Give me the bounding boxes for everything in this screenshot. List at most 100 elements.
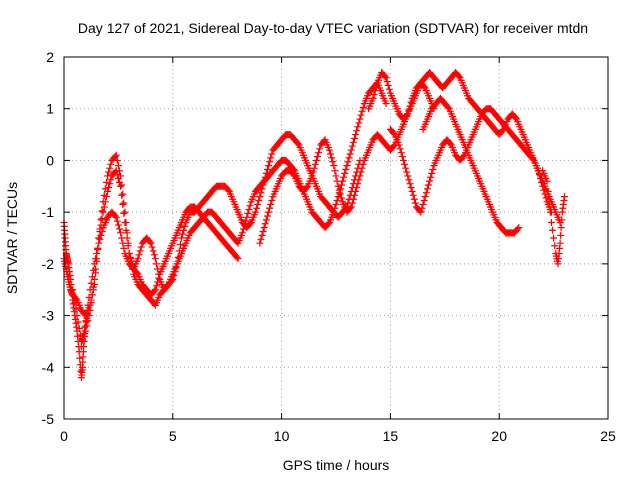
data-point [395, 141, 403, 149]
data-point [411, 199, 419, 207]
data-point [94, 244, 102, 252]
data-point [539, 182, 547, 190]
series-arc-9 [60, 218, 92, 382]
data-point [115, 225, 123, 233]
series-arc-5 [365, 69, 564, 226]
data-point [133, 269, 141, 277]
data-point [535, 171, 543, 179]
data-point [385, 85, 393, 93]
x-tick-label: 15 [383, 428, 399, 444]
data-point [356, 115, 364, 123]
data-point [261, 220, 269, 228]
data-point [98, 207, 106, 215]
series-arc-3 [77, 79, 390, 351]
data-point [551, 242, 559, 250]
data-point [255, 197, 263, 205]
data-point [370, 90, 378, 98]
data-point [265, 162, 273, 170]
data-point [152, 282, 160, 290]
data-point [107, 160, 115, 168]
data-point [330, 208, 338, 216]
data-point [529, 155, 537, 163]
data-point [397, 149, 405, 157]
data-point [341, 169, 349, 177]
data-point [316, 145, 324, 153]
data-point [399, 156, 407, 164]
data-point [98, 228, 106, 236]
data-point [76, 354, 84, 362]
data-point [550, 234, 558, 242]
data-point [421, 193, 429, 201]
data-point [327, 150, 335, 158]
data-point [294, 140, 302, 148]
data-point [355, 119, 363, 127]
data-point [148, 243, 156, 251]
data-point [119, 200, 127, 208]
data-point [234, 255, 242, 263]
data-point [118, 234, 126, 242]
data-point [121, 218, 129, 226]
data-point [328, 154, 336, 162]
data-point [315, 149, 323, 157]
x-tick-label: 0 [60, 428, 68, 444]
data-point [105, 184, 113, 192]
data-point [117, 229, 125, 237]
data-point [372, 83, 380, 91]
data-point [422, 189, 430, 197]
data-point [176, 240, 184, 248]
data-point [359, 103, 367, 111]
series-arc-6 [386, 105, 555, 216]
data-point [120, 199, 128, 207]
data-point [333, 197, 341, 205]
data-point [106, 164, 114, 172]
data-point [113, 217, 121, 225]
data-point [352, 131, 360, 139]
chart-title: Day 127 of 2021, Sidereal Day-to-day VTE… [78, 20, 588, 36]
data-point [335, 186, 343, 194]
data-point [390, 142, 398, 150]
data-point [111, 153, 119, 161]
data-point [418, 204, 426, 212]
data-point [407, 184, 415, 192]
data-point [253, 204, 261, 212]
data-point [242, 217, 250, 225]
data-point [119, 239, 127, 247]
data-point [147, 239, 155, 247]
data-point [424, 181, 432, 189]
data-point [402, 164, 410, 172]
data-point [265, 208, 273, 216]
data-point [105, 168, 113, 176]
data-point [246, 220, 254, 228]
series-arc-8 [539, 167, 568, 268]
data-point [348, 142, 356, 150]
y-tick-label: -4 [42, 359, 55, 375]
data-point [344, 158, 352, 166]
data-point [420, 197, 428, 205]
data-point [383, 78, 391, 86]
data-point [333, 177, 341, 185]
data-point [122, 226, 130, 234]
data-point [114, 221, 122, 229]
data-point [542, 194, 550, 202]
data-point [102, 193, 110, 201]
data-point [543, 177, 551, 185]
data-point [97, 231, 105, 239]
data-point [88, 273, 96, 281]
y-tick-label: 1 [46, 101, 54, 117]
data-point [515, 224, 523, 232]
data-point [179, 230, 187, 238]
data-point [114, 162, 122, 170]
data-point [346, 150, 354, 158]
data-point [324, 220, 332, 228]
data-point [98, 215, 106, 223]
data-point [345, 154, 353, 162]
data-point [111, 212, 119, 220]
data-point [136, 247, 144, 255]
data-point [112, 151, 120, 159]
data-point [238, 229, 246, 237]
data-point [382, 74, 390, 82]
data-point [256, 193, 264, 201]
data-point [358, 107, 366, 115]
data-point [512, 114, 520, 122]
data-point [349, 138, 357, 146]
